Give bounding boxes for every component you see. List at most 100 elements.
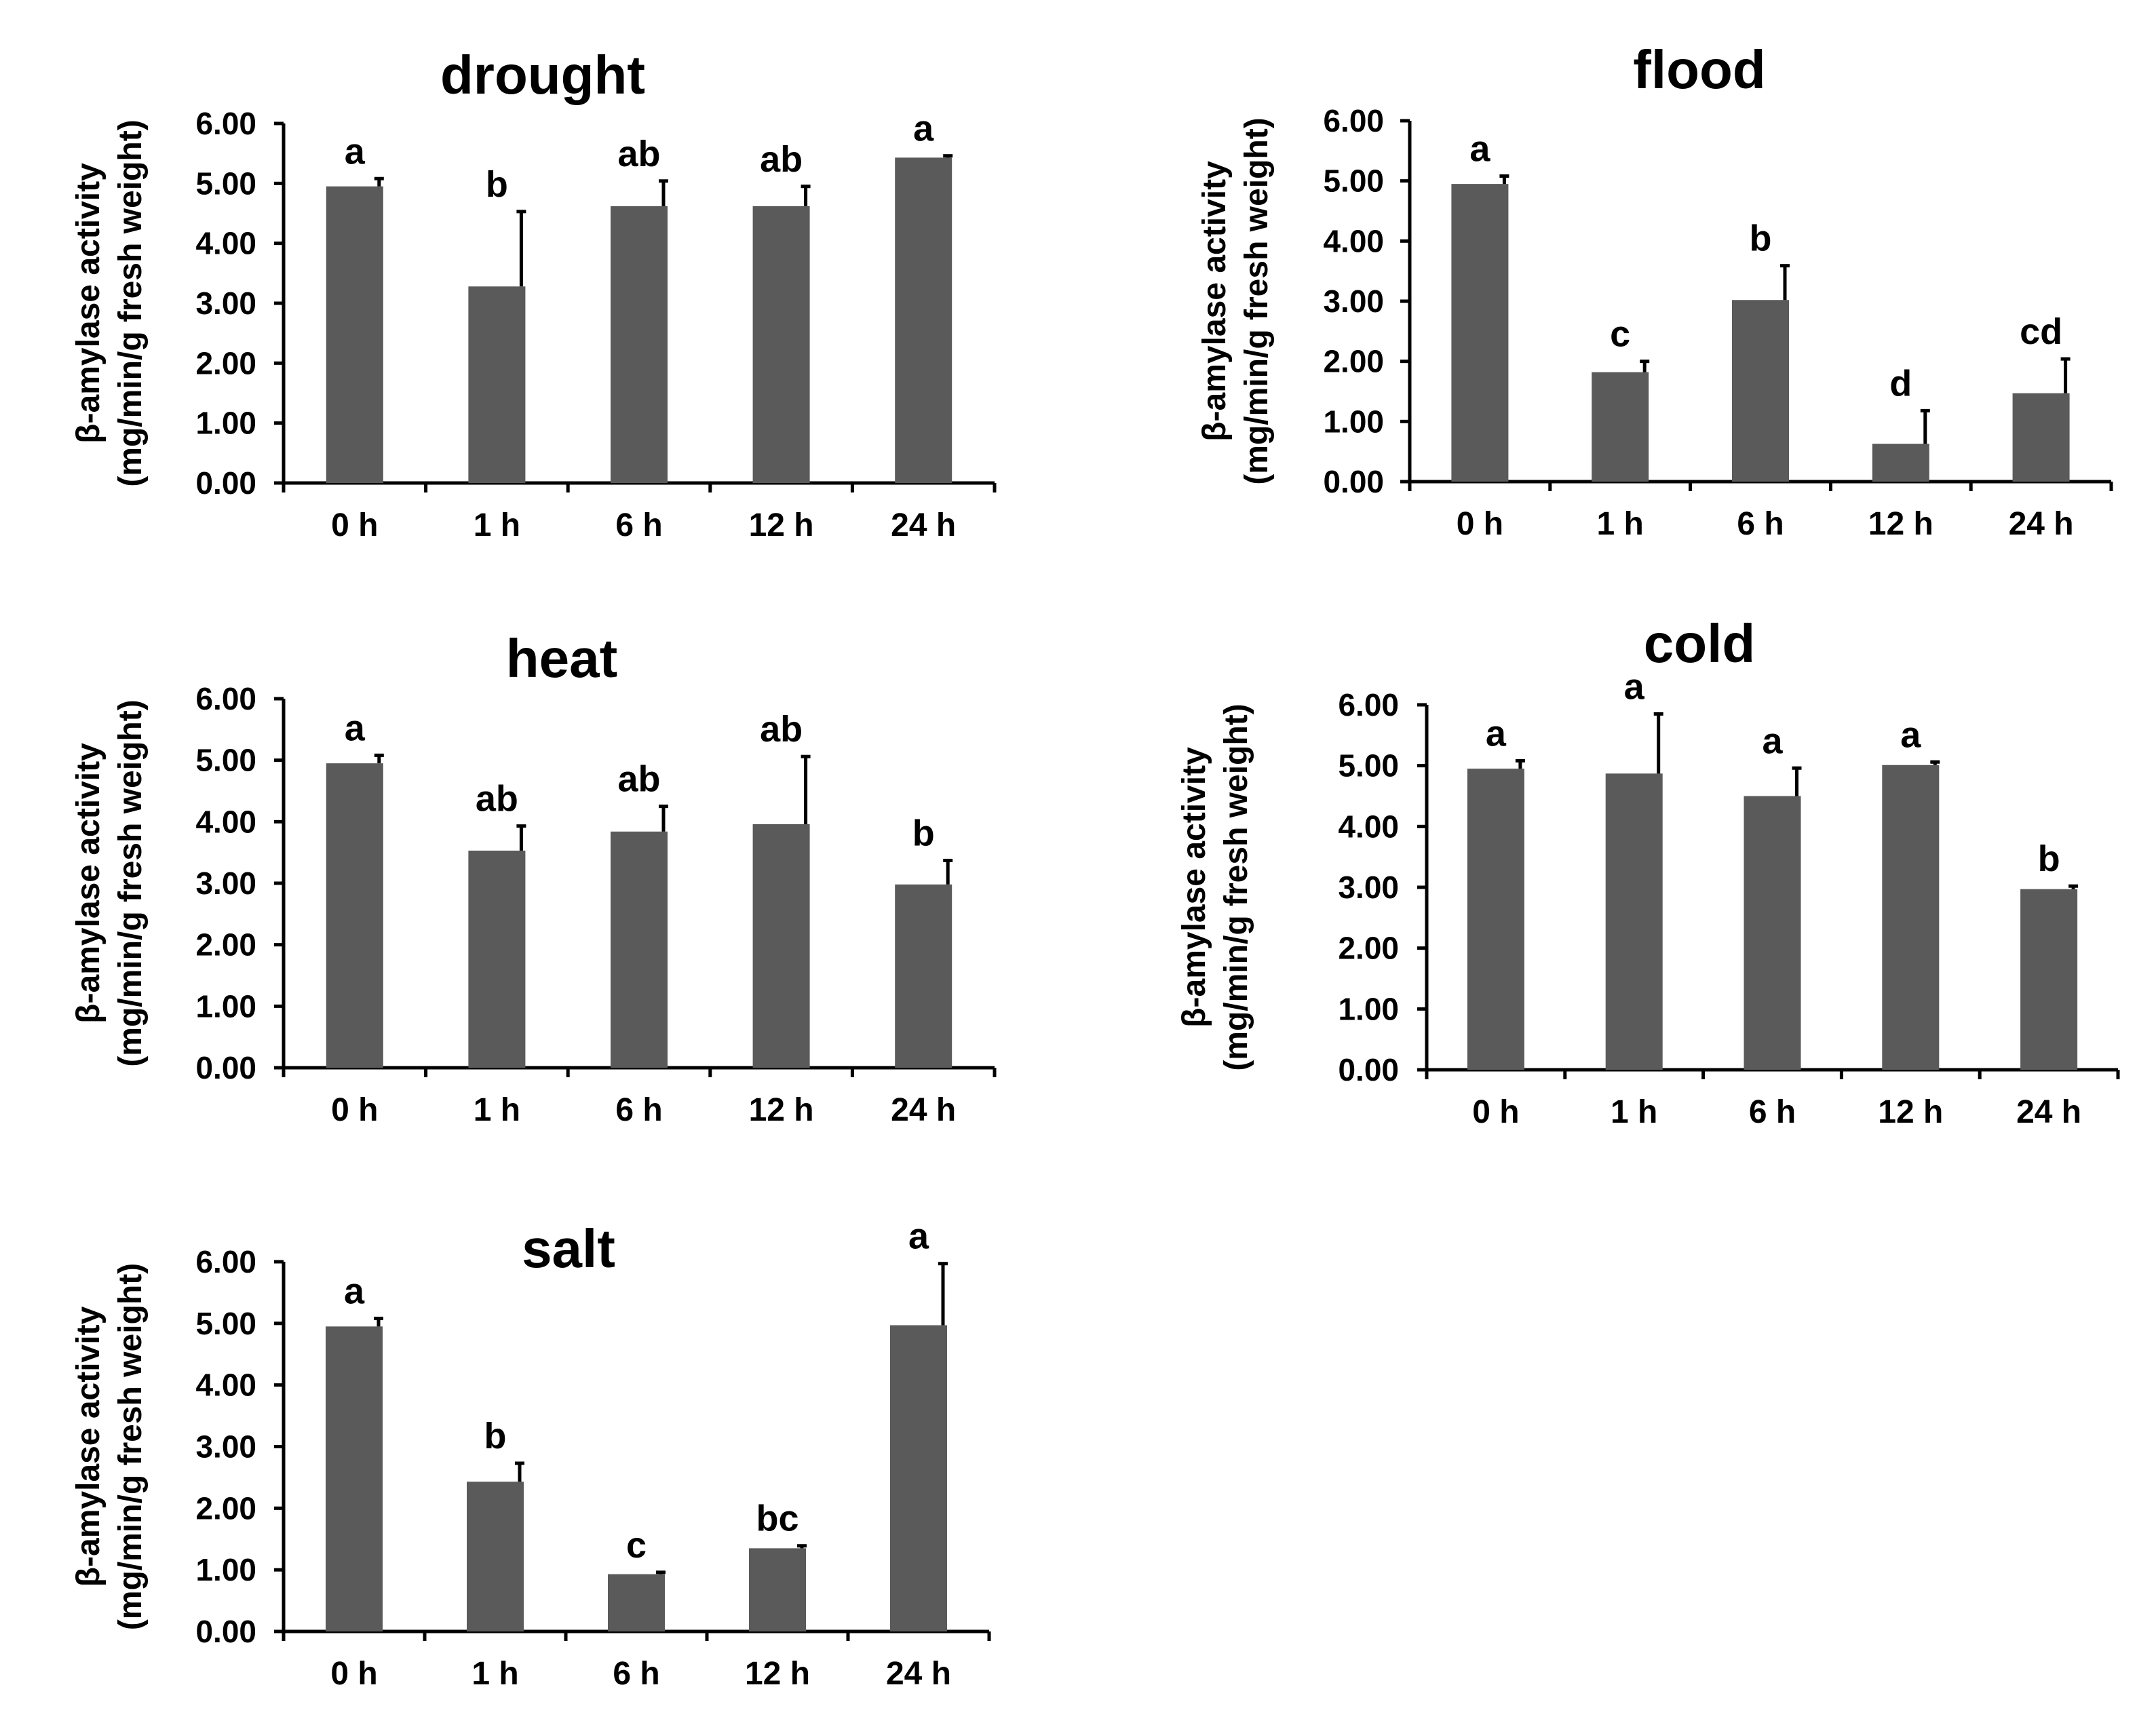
significance-label: ab: [760, 139, 803, 180]
bar-1h: [468, 850, 526, 1068]
y-tick-label: 3.00: [1323, 284, 1384, 319]
y-axis-label-line: (mg/min/g fresh weight): [1218, 703, 1254, 1070]
significance-label: cd: [2020, 311, 2062, 352]
x-tick-label: 24 h: [2009, 506, 2074, 542]
chart-panel-salt: salt β-amylase activity (mg/min/g fresh we…: [71, 1216, 991, 1692]
y-tick-label: 4.00: [1338, 809, 1399, 844]
bar-1h: [1605, 773, 1663, 1070]
y-tick-label: 5.00: [195, 166, 256, 201]
significance-label: a: [345, 708, 366, 748]
x-tick-label: 12 h: [745, 1656, 810, 1692]
x-tick-label: 0 h: [331, 1092, 378, 1128]
y-tick-label: 0.00: [1323, 464, 1384, 499]
significance-label: ab: [760, 709, 803, 750]
y-axis-label-line: β-amylase activity: [71, 163, 107, 444]
chart-panel-heat: heat β-amylase activity (mg/min/g fresh we…: [71, 628, 997, 1128]
bar-24h: [2012, 393, 2070, 482]
y-tick-label: 3.00: [195, 286, 256, 321]
significance-label: b: [484, 1416, 507, 1456]
y-tick-label: 1.00: [195, 988, 256, 1024]
y-tick-label: 1.00: [195, 1552, 256, 1587]
y-tick-label: 6.00: [195, 106, 256, 141]
bar-12h: [749, 1548, 806, 1631]
bar-12h: [752, 206, 810, 483]
significance-label: b: [912, 813, 935, 853]
significance-label: b: [486, 164, 508, 205]
y-axis-label: β-amylase activity (mg/min/g fresh weight…: [1197, 117, 1275, 484]
y-axis-label: β-amylase activity (mg/min/g fresh weight…: [71, 699, 149, 1066]
significance-label: ab: [617, 759, 660, 800]
significance-label: b: [2038, 838, 2060, 879]
bar-6h: [611, 831, 668, 1068]
x-tick-label: 0 h: [1472, 1094, 1519, 1130]
y-axis-label: β-amylase activity (mg/min/g fresh weight…: [1176, 703, 1254, 1070]
y-axis-label-line: β-amylase activity: [1197, 161, 1233, 442]
x-tick-label: 6 h: [1737, 506, 1784, 542]
y-tick-label: 0.00: [195, 465, 256, 501]
y-tick-label: 2.00: [1338, 931, 1399, 966]
chart-title: flood: [1633, 39, 1765, 100]
significance-label: a: [913, 109, 934, 149]
y-tick-label: 5.00: [1323, 163, 1384, 199]
y-tick-label: 2.00: [1323, 344, 1384, 379]
x-tick-label: 24 h: [891, 507, 956, 543]
y-tick-label: 0.00: [195, 1614, 256, 1649]
y-axis-label: β-amylase activity (mg/min/g fresh weight…: [71, 119, 149, 486]
significance-label: d: [1889, 363, 1912, 404]
x-tick-label: 1 h: [471, 1656, 518, 1692]
bar-24h: [895, 884, 952, 1068]
x-tick-label: 0 h: [331, 507, 378, 543]
x-tick-label: 24 h: [886, 1656, 951, 1692]
x-tick-label: 12 h: [749, 1092, 814, 1128]
bar-0h: [326, 1326, 383, 1631]
x-tick-label: 12 h: [1868, 506, 1933, 542]
x-tick-label: 0 h: [1457, 506, 1503, 542]
y-axis-label-line: (mg/min/g fresh weight): [113, 119, 149, 486]
y-tick-label: 3.00: [195, 866, 256, 901]
x-tick-label: 24 h: [891, 1092, 956, 1128]
x-tick-label: 12 h: [1878, 1094, 1943, 1130]
chart-panel-drought: drought β-amylase activity (mg/min/g fresh…: [71, 45, 997, 543]
y-axis-label-line: β-amylase activity: [71, 743, 107, 1024]
y-tick-label: 0.00: [195, 1050, 256, 1085]
x-tick-label: 1 h: [1597, 506, 1644, 542]
x-tick-label: 6 h: [613, 1656, 659, 1692]
x-tick-label: 1 h: [474, 507, 520, 543]
bar-1h: [1592, 372, 1649, 482]
bar-6h: [611, 206, 668, 483]
significance-label: a: [344, 1271, 365, 1312]
y-axis-label-line: β-amylase activity: [71, 1306, 107, 1587]
significance-label: a: [1486, 713, 1507, 754]
x-tick-label: 0 h: [330, 1656, 377, 1692]
y-tick-label: 6.00: [1338, 687, 1399, 722]
bar-24h: [895, 157, 952, 483]
y-tick-label: 5.00: [195, 1306, 256, 1341]
bar-0h: [1467, 769, 1524, 1070]
y-tick-label: 6.00: [195, 1244, 256, 1279]
y-tick-label: 1.00: [1323, 404, 1384, 439]
significance-label: a: [1762, 720, 1783, 761]
x-tick-label: 6 h: [615, 1092, 662, 1128]
significance-label: c: [626, 1525, 647, 1566]
y-axis-label: β-amylase activity (mg/min/g fresh weight…: [71, 1263, 149, 1630]
chart-title: salt: [522, 1218, 615, 1279]
x-tick-label: 6 h: [615, 507, 662, 543]
y-tick-label: 4.00: [195, 804, 256, 839]
y-tick-label: 0.00: [1338, 1052, 1399, 1087]
y-axis-label-line: (mg/min/g fresh weight): [1239, 117, 1275, 484]
significance-label: b: [1750, 218, 1772, 259]
significance-label: a: [1469, 129, 1490, 170]
chart-title: cold: [1644, 613, 1755, 674]
significance-label: ab: [476, 779, 518, 819]
significance-label: a: [908, 1216, 929, 1257]
significance-label: a: [1900, 714, 1921, 755]
y-tick-label: 2.00: [195, 1490, 256, 1526]
y-tick-label: 3.00: [1338, 870, 1399, 905]
x-tick-label: 1 h: [474, 1092, 520, 1128]
bar-12h: [1872, 444, 1929, 482]
x-tick-label: 1 h: [1611, 1094, 1657, 1130]
bar-6h: [1732, 300, 1789, 482]
y-tick-label: 4.00: [195, 1368, 256, 1403]
x-tick-label: 24 h: [2016, 1094, 2081, 1130]
